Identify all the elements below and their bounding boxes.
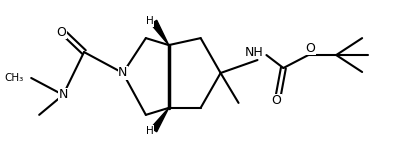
Text: H: H (146, 16, 153, 26)
Text: CH₃: CH₃ (4, 73, 23, 83)
Text: NH: NH (245, 46, 263, 59)
Text: O: O (56, 26, 66, 39)
Polygon shape (150, 20, 168, 45)
Text: N: N (58, 88, 68, 101)
Text: O: O (56, 26, 66, 39)
Text: N: N (58, 88, 68, 101)
Text: H: H (146, 126, 153, 136)
Polygon shape (150, 108, 168, 132)
Text: O: O (305, 42, 314, 55)
Text: O: O (271, 94, 281, 107)
Text: N: N (118, 66, 127, 80)
